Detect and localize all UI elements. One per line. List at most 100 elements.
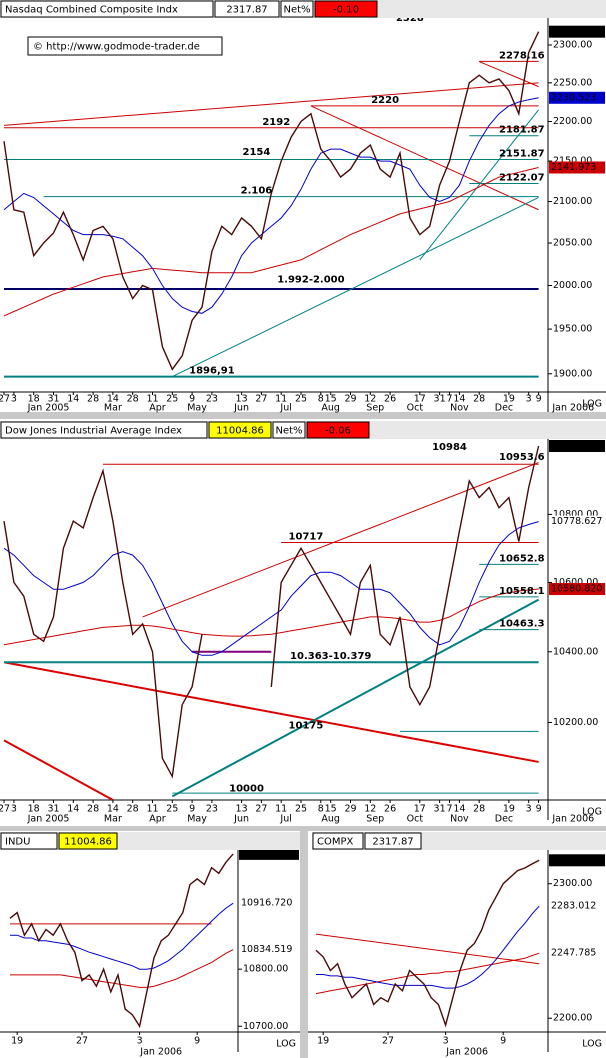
month-label: Jan 2005 [27, 814, 70, 825]
copyright: © http://www.godmode-trader.de [33, 42, 200, 53]
x-tick-label: 27 [0, 804, 10, 815]
x-tick-label: 31 [434, 394, 446, 405]
x-tick-label: 7 [446, 394, 452, 405]
y-tick-label: 2000.00 [553, 280, 592, 291]
month-label: May [187, 403, 207, 414]
moving-average [3, 97, 539, 314]
x-tick-label: 27 [0, 394, 10, 405]
annotation: 10652.8 [499, 553, 545, 564]
x-tick-label: 14 [67, 804, 79, 815]
x-tick-label: 12 [364, 394, 376, 405]
y-tick-label: 10200.00 [553, 717, 598, 728]
value-label: 11004.86 [551, 441, 596, 452]
value-label-box [239, 943, 299, 956]
x-tick-label: 11 [275, 394, 287, 405]
x-tick-label: 28 [87, 394, 99, 405]
x-tick-label: 19 [503, 804, 515, 815]
annotation: 1896,91 [189, 366, 235, 377]
annotation: 2328 [396, 13, 424, 24]
trend-line [171, 598, 540, 798]
chart-title: Nasdaq Combined Composite Indx [5, 5, 178, 16]
value-label: 2141.973 [551, 162, 596, 173]
value-label: 10778.627 [551, 516, 602, 527]
x-tick-label: 25 [295, 804, 307, 815]
scale-label: LOG [582, 807, 602, 818]
month-label: Jan 2006 [445, 1047, 488, 1058]
x-tick-label: 19 [11, 1036, 23, 1047]
moving-average [3, 521, 539, 656]
x-tick-label: 3 [11, 804, 17, 815]
net-label: Net% [283, 5, 310, 16]
price-box [58, 832, 118, 850]
month-label: Oct [407, 814, 424, 825]
x-tick-label: 9 [194, 1036, 200, 1047]
x-tick-label: 17 [414, 394, 426, 405]
moving-average [10, 949, 234, 988]
chart-title: INDU [5, 837, 30, 848]
scale-label: LOG [582, 1039, 602, 1050]
annotation: 10175 [289, 720, 324, 731]
annotation: 2151.87 [499, 149, 545, 160]
trend-line [172, 197, 539, 378]
month-label: Apr [149, 403, 166, 414]
y-tick-label: 10600.00 [553, 577, 598, 588]
trend-line [142, 462, 539, 618]
annotation: 2181.87 [499, 125, 545, 136]
x-tick-label: 26 [384, 804, 396, 815]
plot-area [3, 31, 540, 378]
annotation: 2122.07 [499, 173, 545, 184]
net-label-box [280, 0, 314, 18]
x-tick-label: 14 [453, 394, 465, 405]
y-tick-label: 2300.00 [553, 878, 592, 889]
x-tick-label: 25 [166, 394, 178, 405]
x-tick-label: 3 [137, 1036, 143, 1047]
value-label-box [239, 897, 299, 910]
y-tick-label: 2200.00 [553, 1013, 592, 1024]
month-label: Dec [495, 403, 513, 414]
x-tick-label: 29 [344, 394, 356, 405]
month-label: Jan 2006 [551, 814, 594, 825]
y-tick-label: 2200.00 [553, 116, 592, 127]
annotation: 10717 [289, 531, 324, 542]
panel-separator [0, 826, 606, 831]
month-label: May [187, 814, 207, 825]
value-label: 2283.012 [551, 901, 596, 912]
value-label-box [549, 440, 605, 453]
value-label: 2230.523 [551, 92, 596, 103]
title-box [312, 832, 364, 850]
x-tick-label: 17 [414, 804, 426, 815]
value-label-box [549, 91, 605, 104]
x-tick-label: 8 [318, 394, 324, 405]
x-tick-label: 27 [382, 1036, 394, 1047]
x-tick-label: 3 [526, 804, 532, 815]
x-tick-label: 27 [255, 394, 267, 405]
value-label-box [549, 25, 605, 38]
x-tick-label: 15 [325, 394, 337, 405]
month-label: Oct [407, 403, 424, 414]
x-tick-label: 18 [28, 804, 40, 815]
x-tick-label: 13 [236, 394, 248, 405]
annotation: 2278.16 [499, 50, 545, 61]
x-tick-label: 3 [443, 1036, 449, 1047]
x-tick-label: 31 [47, 394, 59, 405]
month-label: Jan 2005 [27, 403, 70, 414]
x-tick-label: 29 [344, 804, 356, 815]
annotation: 2154 [243, 147, 271, 158]
moving-average [316, 905, 540, 989]
copyright-box [27, 36, 223, 56]
annotation: 10000 [229, 784, 264, 795]
x-tick-label: 23 [206, 804, 218, 815]
month-label: Jan 2006 [139, 1047, 182, 1058]
price-box [364, 832, 422, 850]
value-label: 2317.87 [551, 26, 590, 37]
plot-area [315, 859, 540, 1028]
x-tick-label: 14 [107, 394, 119, 405]
month-label: Apr [149, 814, 166, 825]
x-tick-label: 19 [503, 394, 515, 405]
scale-label: LOG [276, 1039, 296, 1050]
month-label: Nov [450, 814, 469, 825]
net-label-box [272, 421, 306, 439]
panel-separator [0, 412, 606, 419]
header-price: 11004.86 [64, 837, 112, 848]
moving-average [10, 902, 234, 970]
